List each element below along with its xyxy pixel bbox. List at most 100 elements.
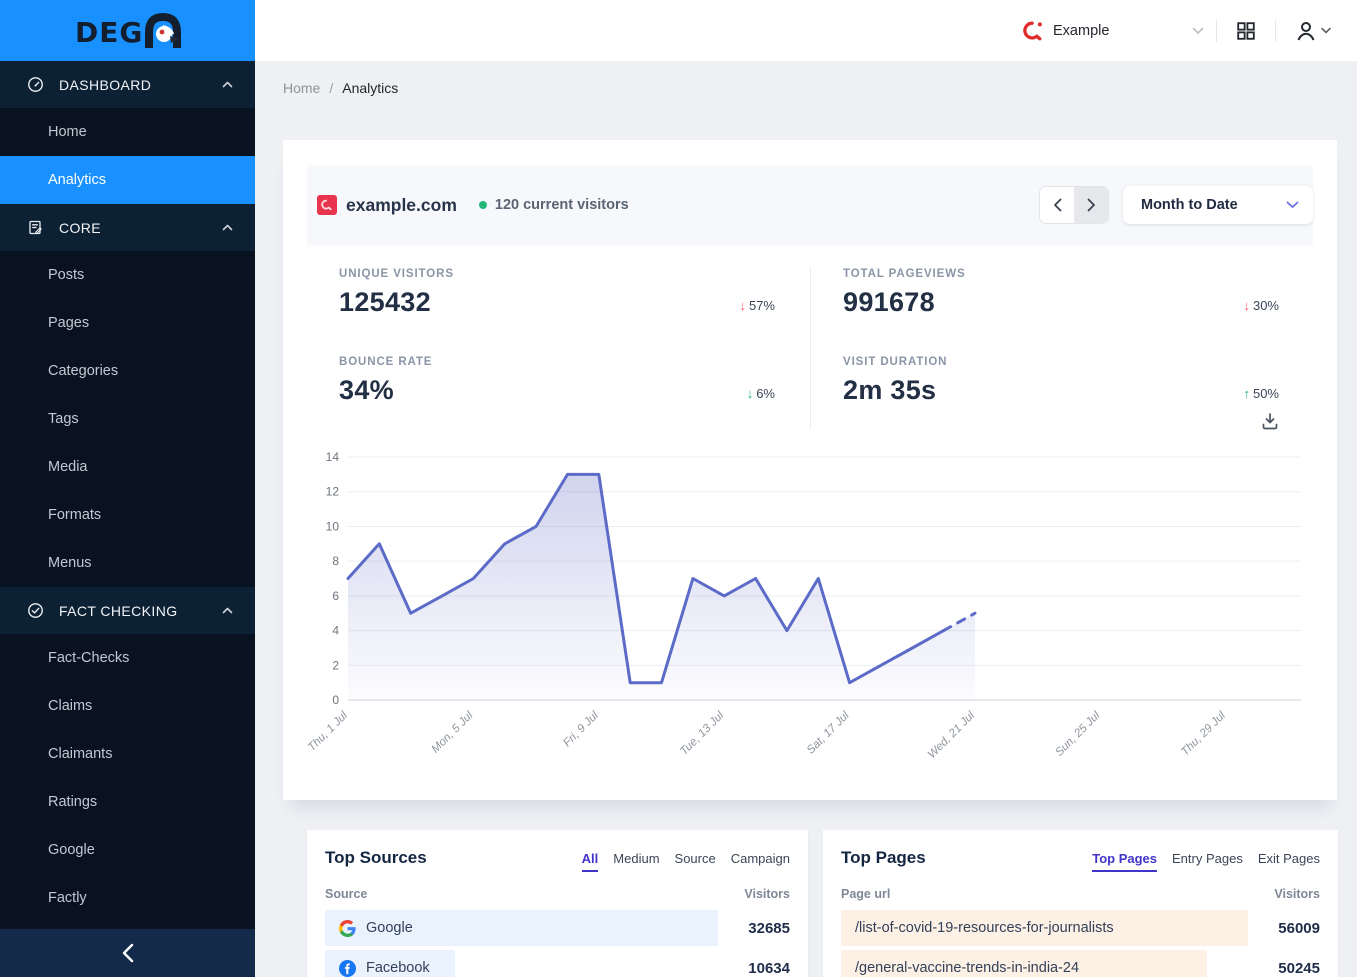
chevron-right-icon — [1087, 198, 1096, 212]
sidebar-item-media[interactable]: Media — [0, 443, 255, 491]
svg-text:0: 0 — [332, 693, 339, 707]
tab-exit-pages[interactable]: Exit Pages — [1258, 851, 1320, 872]
trend-arrow-icon: ↓ — [1243, 298, 1250, 313]
google-icon — [339, 920, 356, 937]
stat-visit-duration: VISIT DURATION 2m 35s ↑50% — [843, 356, 1279, 406]
chevron-down-icon — [1192, 27, 1204, 35]
site-header-band: example.com 120 current visitors Month t… — [307, 165, 1313, 245]
breadcrumb: Home / Analytics — [255, 61, 1357, 114]
stat-label: TOTAL PAGEVIEWS — [843, 268, 1279, 280]
sidebar-item-menus[interactable]: Menus — [0, 539, 255, 587]
sidebar-item-posts[interactable]: Posts — [0, 251, 255, 299]
sidebar-section-fact-checking[interactable]: FACT CHECKING — [0, 587, 255, 634]
sidebar-collapse-button[interactable] — [0, 929, 255, 977]
chevron-down-icon — [1321, 27, 1331, 34]
top-pages-title: Top Pages — [841, 848, 926, 868]
svg-text:2: 2 — [332, 658, 339, 672]
analytics-card: example.com 120 current visitors Month t… — [283, 140, 1337, 800]
stat-label: UNIQUE VISITORS — [339, 268, 775, 280]
svg-text:Wed, 21 Jul: Wed, 21 Jul — [926, 709, 978, 761]
svg-text:Thu, 1 Jul: Thu, 1 Jul — [307, 709, 350, 754]
organization-name: Example — [1053, 23, 1192, 39]
sidebar-item-ratings[interactable]: Ratings — [0, 778, 255, 826]
site-name: example.com — [346, 195, 457, 216]
download-report-button[interactable] — [1261, 412, 1279, 430]
column-header-page-url: Page url — [841, 887, 890, 901]
trend-arrow-icon: ↓ — [747, 386, 754, 401]
tab-top-pages[interactable]: Top Pages — [1092, 851, 1157, 872]
user-icon — [1294, 19, 1318, 43]
sidebar-item-categories[interactable]: Categories — [0, 347, 255, 395]
stat-delta: ↓6% — [747, 386, 775, 401]
column-header-visitors: Visitors — [1274, 887, 1320, 901]
svg-text:8: 8 — [332, 554, 339, 568]
stat-label: BOUNCE RATE — [339, 356, 775, 368]
sidebar-item-analytics[interactable]: Analytics — [0, 156, 255, 204]
site-favicon-icon — [317, 195, 337, 215]
stat-value: 2m 35s — [843, 375, 1279, 406]
stat-label: VISIT DURATION — [843, 356, 1279, 368]
breadcrumb-separator: / — [329, 80, 333, 96]
next-period-button[interactable] — [1074, 187, 1108, 223]
stat-unique-visitors: UNIQUE VISITORS 125432 ↓57% — [339, 268, 775, 318]
sidebar-section-dashboard[interactable]: DASHBOARD — [0, 61, 255, 108]
organization-logo-icon — [1022, 20, 1044, 42]
stat-value: 991678 — [843, 287, 1279, 318]
column-header-visitors: Visitors — [744, 887, 790, 901]
svg-text:Tue, 13 Jul: Tue, 13 Jul — [678, 709, 726, 757]
sidebar-item-tags[interactable]: Tags — [0, 395, 255, 443]
tab-campaign[interactable]: Campaign — [731, 851, 790, 872]
column-header-source: Source — [325, 887, 367, 901]
tab-medium[interactable]: Medium — [613, 851, 659, 872]
sidebar-item-factly[interactable]: Factly — [0, 874, 255, 922]
svg-text:Thu, 29 Jul: Thu, 29 Jul — [1179, 709, 1228, 758]
table-row[interactable]: Google32685 — [325, 910, 790, 946]
organization-select[interactable]: Example — [1022, 20, 1204, 42]
stats-divider — [810, 266, 811, 430]
apps-grid-button[interactable] — [1229, 16, 1263, 46]
row-label: /general-vaccine-trends-in-india-24 — [855, 950, 1079, 977]
form-icon — [27, 219, 44, 236]
live-dot — [479, 201, 487, 209]
sidebar-item-formats[interactable]: Formats — [0, 491, 255, 539]
sidebar-item-google[interactable]: Google — [0, 826, 255, 874]
top-sources-tabs: All Medium Source Campaign — [582, 851, 790, 872]
top-pages-card: Top Pages Top Pages Entry Pages Exit Pages… — [823, 830, 1338, 977]
tab-all[interactable]: All — [582, 851, 599, 872]
svg-text:4: 4 — [332, 624, 339, 638]
trend-arrow-icon: ↑ — [1243, 386, 1250, 401]
sidebar-item-fact-checks[interactable]: Fact-Checks — [0, 634, 255, 682]
tab-entry-pages[interactable]: Entry Pages — [1172, 851, 1243, 872]
app-logo[interactable]: DEG — [0, 0, 255, 61]
table-row[interactable]: /list-of-covid-19-resources-for-journali… — [841, 910, 1320, 946]
check-circle-icon — [27, 602, 44, 619]
date-nav-arrows — [1039, 186, 1109, 224]
sidebar-item-pages[interactable]: Pages — [0, 299, 255, 347]
sidebar-item-home[interactable]: Home — [0, 108, 255, 156]
date-range-select[interactable]: Month to Date — [1123, 186, 1313, 224]
row-value: 32685 — [718, 920, 790, 937]
breadcrumb-home-link[interactable]: Home — [283, 80, 320, 96]
sidebar-section-core[interactable]: CORE — [0, 204, 255, 251]
tab-source[interactable]: Source — [675, 851, 716, 872]
user-menu-button[interactable] — [1288, 15, 1337, 47]
sidebar-section-label: DASHBOARD — [59, 77, 222, 93]
table-row[interactable]: /general-vaccine-trends-in-india-2450245 — [841, 950, 1320, 977]
header-divider — [1275, 20, 1276, 42]
table-row[interactable]: Facebook10634 — [325, 950, 790, 977]
top-sources-title: Top Sources — [325, 848, 427, 868]
sidebar-item-claims[interactable]: Claims — [0, 682, 255, 730]
sidebar-item-claimants[interactable]: Claimants — [0, 730, 255, 778]
trend-arrow-icon: ↓ — [739, 298, 746, 313]
breadcrumb-current: Analytics — [342, 80, 398, 96]
facebook-icon — [339, 960, 356, 977]
top-sources-card: Top Sources All Medium Source Campaign Sour… — [307, 830, 808, 977]
prev-period-button[interactable] — [1040, 187, 1074, 223]
svg-text:10: 10 — [326, 519, 340, 533]
svg-text:Sat, 17 Jul: Sat, 17 Jul — [805, 709, 852, 756]
sidebar-section-label: FACT CHECKING — [59, 603, 222, 619]
stat-value: 125432 — [339, 287, 775, 318]
dega-logo-icon: DEG — [73, 12, 183, 50]
visitors-trend-chart: 02468101214Thu, 1 JulMon, 5 JulFri, 9 Ju… — [307, 440, 1313, 785]
sidebar: DEG DASHBOARD HomeAnalyticsCOREPostsPages… — [0, 0, 255, 977]
